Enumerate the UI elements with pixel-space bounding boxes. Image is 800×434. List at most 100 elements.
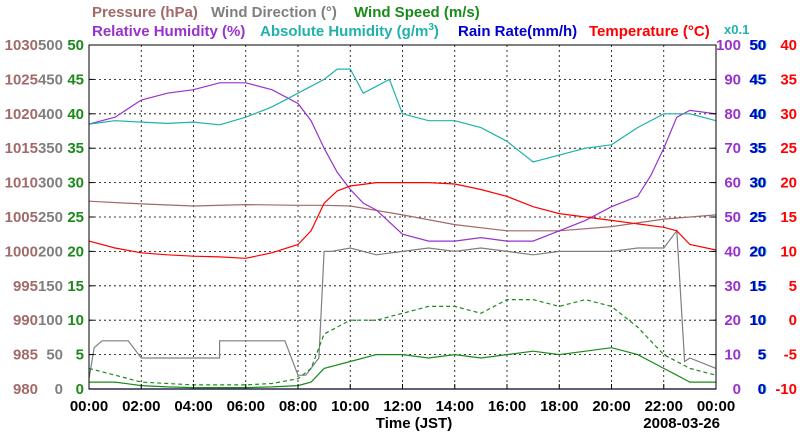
right-tick-label: 45 (749, 71, 766, 88)
x-tick-label: 00:00 (697, 398, 735, 415)
x-tick-label: 20:00 (592, 398, 630, 415)
left-tick-label: 50 (67, 37, 84, 54)
right-tick-label: 60 (724, 175, 741, 192)
right-tick-label: 10 (780, 243, 797, 260)
left-tick-label: 300 (38, 175, 63, 192)
right-tick-label: 40 (749, 106, 766, 123)
left-tick-label: 1025 (5, 71, 38, 88)
right-tick-label: 5 (758, 347, 766, 364)
right-tick-label: 70 (724, 140, 741, 157)
right-axis-ticks: 0102030405060708090100051015202530354045… (716, 37, 797, 398)
left-tick-label: 995 (13, 278, 38, 295)
left-tick-label: 40 (67, 106, 84, 123)
right-tick-label: 30 (724, 278, 741, 295)
x-tick-label: 02:00 (122, 398, 160, 415)
right-tick-label: 50 (724, 209, 741, 226)
left-tick-label: 20 (67, 243, 84, 260)
left-tick-label: 25 (67, 209, 84, 226)
x-tick-label: 18:00 (540, 398, 578, 415)
left-tick-label: 45 (67, 71, 84, 88)
right-tick-label: 40 (750, 106, 767, 123)
left-tick-label: 500 (38, 37, 63, 54)
right-tick-label: 40 (780, 37, 797, 54)
legend-absolute-humidity-prefix: Absolute Humidity (g/m (260, 23, 428, 40)
left-tick-label: 35 (67, 140, 84, 157)
series-line-7 (88, 182, 717, 259)
right-tick-label: 25 (749, 209, 766, 226)
right-tick-label: 10 (750, 312, 767, 329)
left-tick-label: 980 (13, 381, 38, 398)
x-tick-label: 08:00 (279, 398, 317, 415)
grid (89, 45, 716, 389)
right-tick-label: 20 (724, 312, 741, 329)
series-line-2 (89, 347, 716, 389)
absolute-humidity-scale-note: x0.1 (724, 22, 749, 37)
legend-rain-rate: Rain Rate(mm/h) (458, 23, 577, 40)
right-tick-label: 100 (716, 37, 741, 54)
legend-pressure: Pressure (hPa) (92, 4, 198, 21)
legend-absolute-humidity-sup: 3 (428, 22, 434, 33)
left-tick-label: 450 (38, 71, 63, 88)
left-axis-ticks: 9809859909951000100510101015102010251030… (5, 37, 716, 398)
left-tick-label: 1015 (5, 140, 38, 157)
left-tick-label: 1020 (5, 106, 38, 123)
right-tick-label: 15 (750, 278, 767, 295)
x-tick-label: 04:00 (174, 398, 212, 415)
series-line-4 (88, 82, 717, 242)
right-tick-label: 5 (759, 347, 767, 364)
legend-wind-speed: Wind Speed (m/s) (354, 4, 480, 21)
right-tick-label: 35 (780, 71, 797, 88)
legend-relative-humidity: Relative Humidity (%) (92, 23, 245, 40)
left-tick-label: 1005 (5, 209, 38, 226)
right-tick-label: 30 (750, 175, 767, 192)
right-tick-label: 35 (749, 140, 766, 157)
legend-absolute-humidity: Absolute Humidity (g/m3) (260, 22, 439, 40)
right-tick-label: 0 (759, 381, 767, 398)
right-tick-label: 50 (749, 37, 766, 54)
right-tick-label: -10 (775, 381, 797, 398)
right-tick-label: 45 (750, 71, 767, 88)
legend-absolute-humidity-suffix: ) (434, 23, 439, 40)
x-tick-label: 10:00 (331, 398, 369, 415)
right-tick-label: 90 (724, 71, 741, 88)
right-tick-label: 25 (750, 209, 767, 226)
left-tick-label: 150 (38, 278, 63, 295)
left-tick-label: 30 (67, 175, 84, 192)
right-tick-label: 0 (789, 312, 797, 329)
right-tick-label: 15 (780, 209, 797, 226)
left-tick-label: 100 (38, 312, 63, 329)
left-tick-label: 0 (55, 381, 63, 398)
left-tick-label: 5 (76, 347, 84, 364)
right-tick-label: 50 (750, 37, 767, 54)
left-tick-label: 15 (67, 278, 84, 295)
left-tick-label: 50 (46, 347, 63, 364)
legend-wind-direction: Wind Direction (°) (211, 4, 337, 21)
series-line-3 (88, 298, 717, 386)
left-tick-label: 990 (13, 312, 38, 329)
left-tick-label: 0 (76, 381, 84, 398)
right-tick-label: 0 (758, 381, 766, 398)
right-tick-label: 25 (780, 140, 797, 157)
left-tick-label: 350 (38, 140, 63, 157)
right-tick-label: 40 (724, 243, 741, 260)
right-tick-label: 5 (789, 278, 797, 295)
x-axis-ticks: 00:00 02:00 04:00 06:00 08:00 10:00 12:00 14:00… (70, 384, 735, 415)
right-tick-label: -5 (784, 347, 797, 364)
right-tick-label: 20 (780, 175, 797, 192)
date-label: 2008-03-26 (643, 415, 720, 432)
right-tick-label: 30 (780, 106, 797, 123)
left-tick-label: 1010 (5, 175, 38, 192)
left-tick-label: 10 (67, 312, 84, 329)
right-tick-label: 30 (749, 175, 766, 192)
x-tick-label: 14:00 (436, 398, 474, 415)
right-tick-label: 20 (750, 243, 767, 260)
left-tick-label: 200 (38, 243, 63, 260)
left-tick-label: 250 (38, 209, 63, 226)
x-tick-label: 06:00 (227, 398, 265, 415)
x-tick-label: 22:00 (645, 398, 683, 415)
x-axis-label: Time (JST) (376, 415, 452, 432)
legend-temperature: Temperature (°C) (589, 23, 710, 40)
x-tick-label: 00:00 (70, 398, 108, 415)
right-tick-label: 0 (733, 381, 741, 398)
